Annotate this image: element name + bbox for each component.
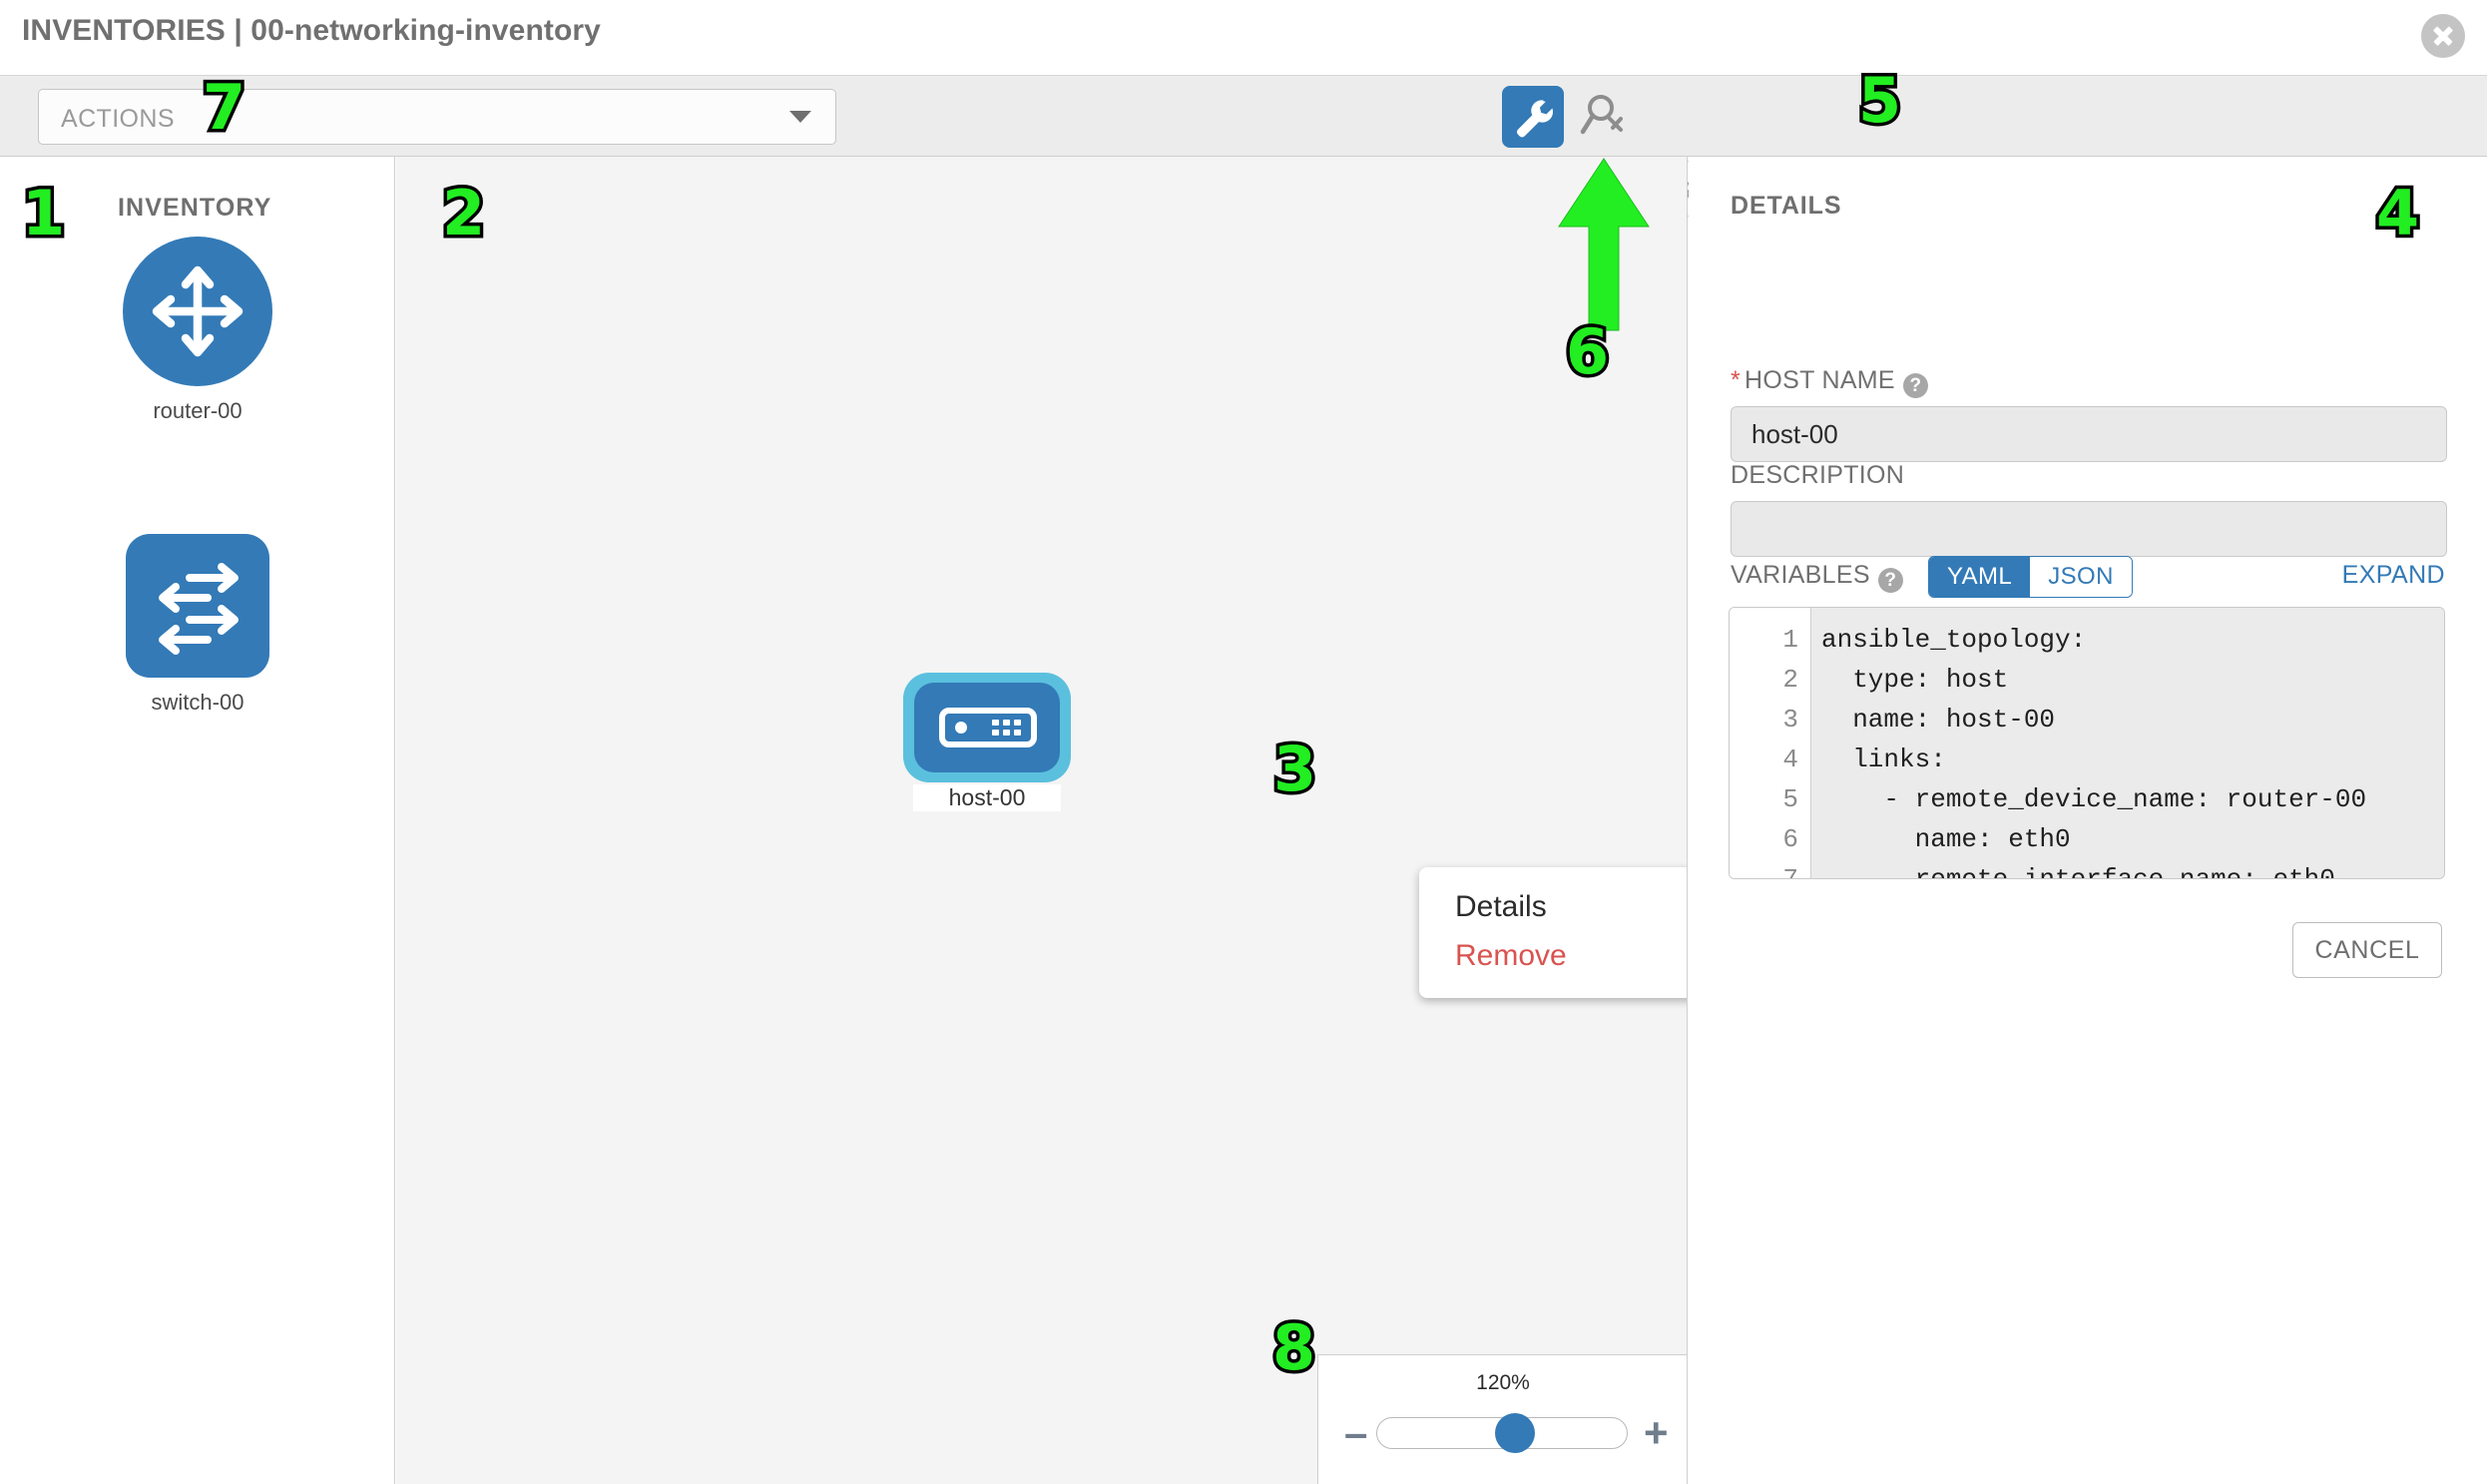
- node-body: [914, 683, 1060, 772]
- topology-canvas[interactable]: host-00 Details Remove: [396, 157, 1688, 1484]
- context-menu-item-remove[interactable]: Remove: [1455, 938, 1567, 972]
- variables-format-toggle: YAML JSON: [1928, 556, 2133, 598]
- host-name-field[interactable]: [1731, 406, 2447, 462]
- zoom-control: 120% – +: [1317, 1354, 1687, 1484]
- code-line: remote_interface_name: eth0: [1811, 859, 2444, 878]
- chevron-down-icon: [789, 111, 811, 123]
- magnifier-plus-icon[interactable]: [1577, 88, 1635, 146]
- details-panel-title: DETAILS: [1731, 192, 1842, 220]
- cancel-button[interactable]: CANCEL: [2292, 922, 2442, 978]
- code-line: type: host: [1821, 665, 2009, 695]
- code-line-number: 6: [1782, 824, 1798, 854]
- code-line: ansible_topology:: [1821, 625, 2087, 655]
- code-line: - remote_device_name: router-00: [1821, 784, 2367, 814]
- code-line: name: eth0: [1821, 824, 2071, 854]
- code-line-number: 7: [1782, 864, 1798, 879]
- variables-label: VARIABLES?: [1731, 561, 1903, 593]
- zoom-slider-thumb[interactable]: [1494, 1413, 1535, 1453]
- zoom-percent-label: 120%: [1476, 1371, 1530, 1394]
- inventory-panel: INVENTORY router-00: [0, 157, 395, 1484]
- inventory-item-label: switch-00: [151, 690, 245, 715]
- code-content[interactable]: ansible_topology: type: host name: host-…: [1811, 608, 2444, 878]
- code-line: links:: [1821, 744, 1946, 774]
- node-context-menu: Details Remove: [1419, 867, 1687, 998]
- host-name-label-text: HOST NAME: [1744, 366, 1895, 394]
- topology-node-host[interactable]: host-00: [903, 673, 1071, 811]
- actions-dropdown-label: ACTIONS: [61, 105, 175, 133]
- zoom-slider[interactable]: [1376, 1413, 1628, 1453]
- switch-icon: [126, 534, 269, 678]
- code-line-number: 5: [1782, 784, 1798, 814]
- inventory-panel-title: INVENTORY: [118, 194, 272, 222]
- context-menu-item-details[interactable]: Details: [1455, 890, 1547, 923]
- format-toggle-json[interactable]: JSON: [2030, 557, 2132, 597]
- inventory-item-switch[interactable]: switch-00: [98, 534, 297, 716]
- format-toggle-yaml[interactable]: YAML: [1929, 557, 2031, 597]
- inventory-item-router[interactable]: router-00: [98, 237, 297, 424]
- description-label: DESCRIPTION: [1731, 461, 1905, 489]
- close-icon[interactable]: [2421, 14, 2465, 58]
- code-line: name: host-00: [1821, 705, 2056, 735]
- modal-header: INVENTORIES | 00-networking-inventory: [0, 0, 2487, 76]
- zoom-out-button[interactable]: –: [1344, 1409, 1368, 1456]
- required-asterisk: *: [1731, 366, 1741, 394]
- code-line-number: 3: [1782, 705, 1798, 735]
- actions-dropdown[interactable]: ACTIONS: [38, 89, 836, 145]
- variables-code-editor[interactable]: 1 2 3 4 5 6 7 ansible_topology: type: host nam…: [1729, 607, 2445, 879]
- server-icon: [939, 708, 1037, 747]
- code-line-number: 1: [1782, 625, 1798, 655]
- expand-link[interactable]: EXPAND: [2341, 561, 2445, 589]
- inventory-item-label: router-00: [153, 398, 243, 423]
- host-name-label: * HOST NAME?: [1731, 366, 1928, 398]
- code-line-number: 4: [1782, 744, 1798, 774]
- code-line-number: 2: [1782, 665, 1798, 695]
- wrench-icon[interactable]: [1502, 86, 1564, 148]
- variables-label-text: VARIABLES: [1731, 561, 1870, 589]
- zoom-in-button[interactable]: +: [1644, 1409, 1669, 1456]
- question-mark-icon[interactable]: ?: [1877, 568, 1903, 593]
- node-label: host-00: [913, 784, 1061, 811]
- page-title: INVENTORIES | 00-networking-inventory: [22, 14, 601, 47]
- router-icon: [123, 237, 272, 386]
- description-field[interactable]: [1731, 501, 2447, 557]
- code-gutter: 1 2 3 4 5 6 7: [1730, 608, 1811, 878]
- question-mark-icon[interactable]: ?: [1902, 373, 1928, 398]
- toolbar: ACTIONS SEARCH: [0, 76, 2487, 217]
